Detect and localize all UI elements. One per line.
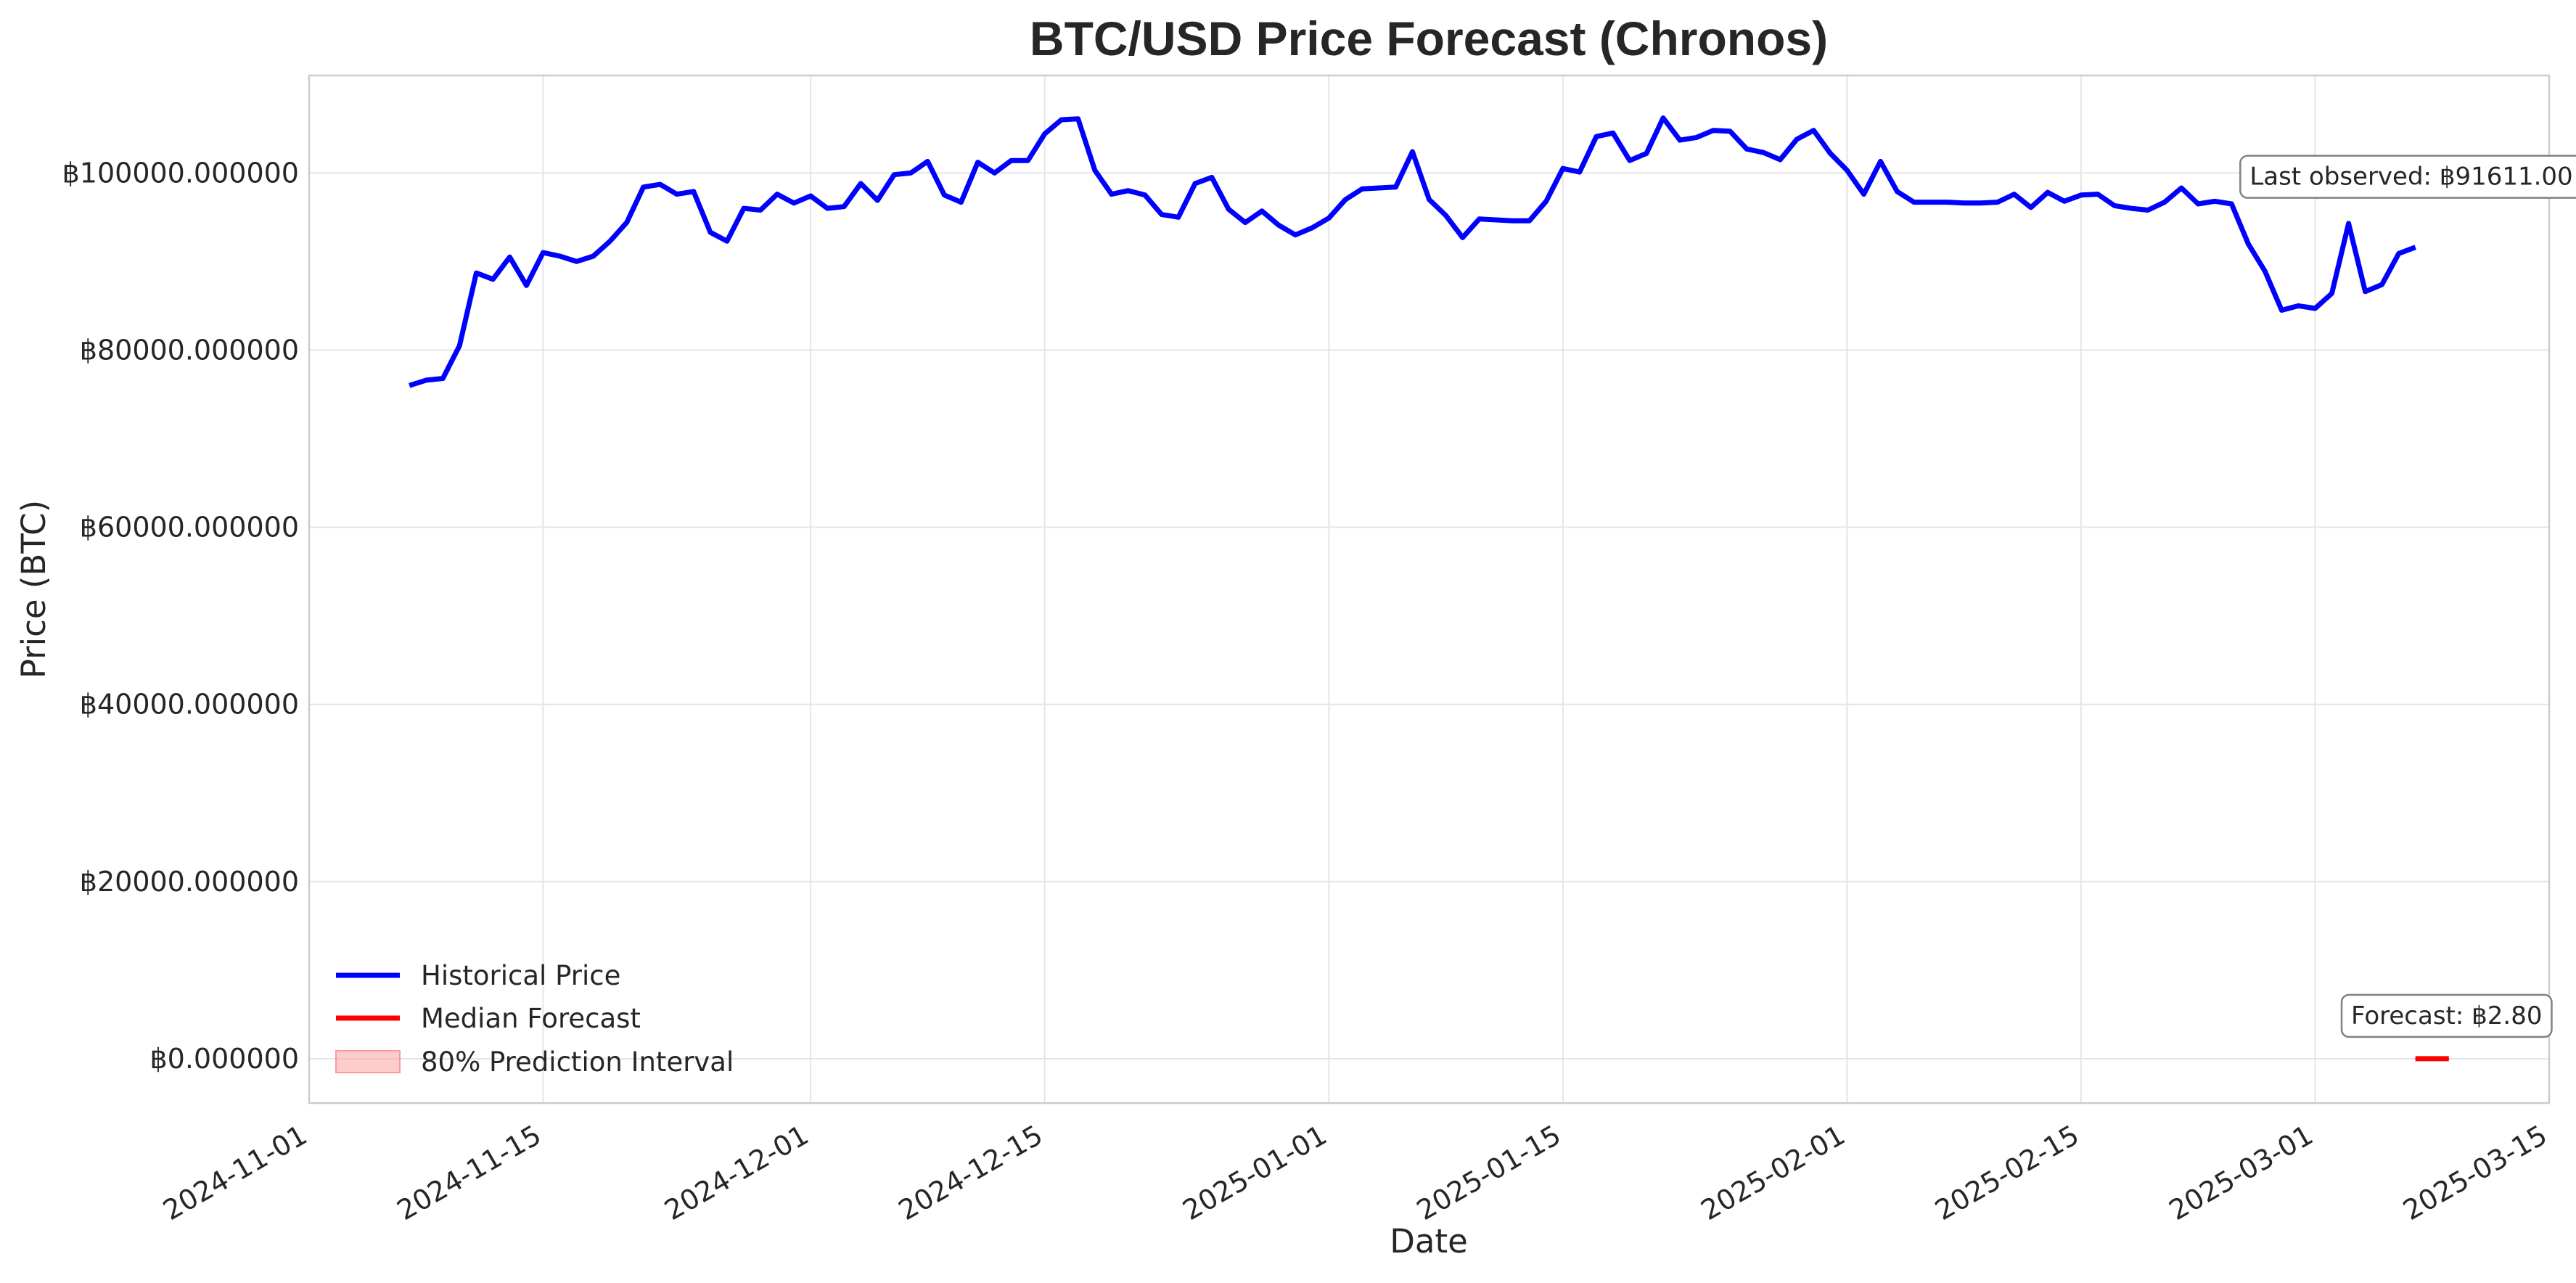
annotations: Last observed: ฿91611.00 Forecast: ฿2.80 — [2239, 155, 2576, 1038]
y-tick-label: ฿100000.000000 — [62, 157, 299, 189]
historical-price-line — [409, 115, 2416, 388]
y-tick-label: ฿0.000000 — [150, 1043, 300, 1075]
forecast-annotation: Forecast: ฿2.80 — [2340, 993, 2553, 1038]
legend-label-interval: 80% Prediction Interval — [421, 1046, 734, 1078]
forecast-annotation-text: Forecast: ฿2.80 — [2351, 1001, 2542, 1030]
plot-frame — [308, 74, 2551, 1104]
legend-label-median: Median Forecast — [421, 1003, 641, 1034]
last-observed-annotation-text: Last observed: ฿91611.00 — [2249, 163, 2572, 192]
last-observed-annotation: Last observed: ฿91611.00 — [2239, 155, 2576, 199]
legend-swatch-interval — [335, 1050, 401, 1073]
legend-label-historical: Historical Price — [421, 960, 620, 991]
forecast-annotation-box — [2340, 993, 2553, 1038]
legend: Historical Price Median Forecast 80% Pre… — [335, 960, 734, 1078]
y-tick-label: ฿20000.000000 — [80, 866, 299, 898]
y-axis-label: Price (BTC) — [15, 500, 53, 679]
x-axis-label: Date — [1390, 1222, 1468, 1261]
chart-title: BTC/USD Price Forecast (Chronos) — [1030, 12, 1828, 65]
y-axis-ticks: ฿0.000000 ฿20000.000000 ฿40000.000000 ฿6000… — [62, 157, 299, 1075]
y-tick-label: ฿60000.000000 — [80, 512, 299, 544]
y-tick-label: ฿40000.000000 — [80, 689, 299, 721]
y-tick-label: ฿80000.000000 — [80, 334, 299, 366]
series-layer — [409, 115, 2450, 1062]
last-observed-annotation-box — [2239, 155, 2576, 199]
